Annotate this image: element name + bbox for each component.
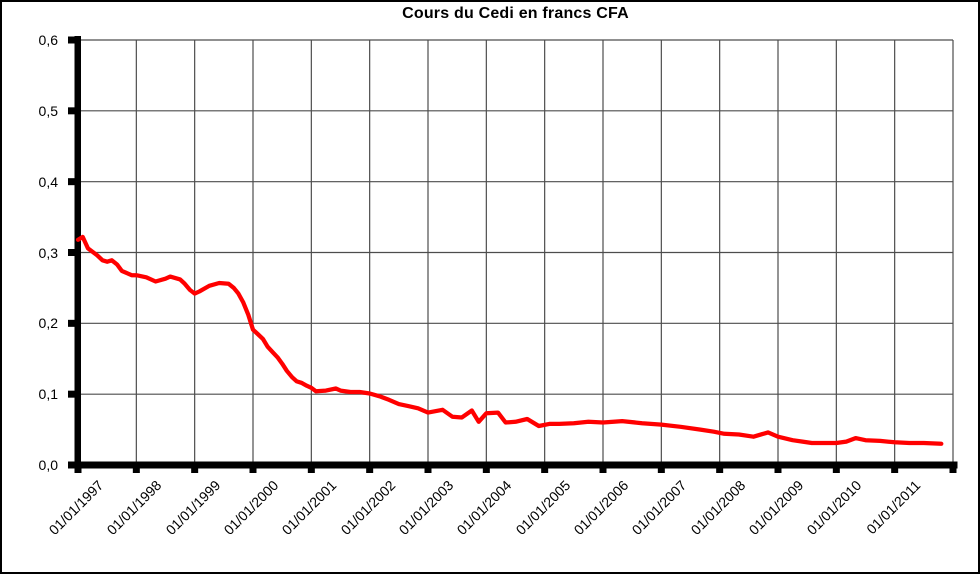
x-tick (774, 464, 782, 473)
y-tick (68, 390, 78, 398)
x-tick (832, 464, 840, 473)
x-tick (891, 464, 899, 473)
axis-ticks (68, 36, 957, 473)
y-tick-label: 0,4 (38, 173, 58, 190)
y-tick (68, 178, 78, 186)
x-tick (716, 464, 724, 473)
y-tick-label: 0,5 (38, 102, 58, 119)
y-tick-label: 0,6 (38, 32, 58, 48)
y-tick-label: 0,1 (38, 386, 58, 403)
x-tick (191, 464, 199, 473)
y-tick (68, 319, 78, 327)
gridlines (78, 39, 954, 465)
x-tick (74, 464, 82, 473)
x-axis-line (74, 461, 958, 469)
y-tick (68, 36, 78, 44)
y-tick-label: 0,0 (38, 457, 58, 473)
x-tick (949, 464, 957, 473)
x-tick (482, 464, 490, 473)
y-tick-label: 0,2 (38, 315, 58, 332)
y-tick (68, 249, 78, 256)
y-tick (68, 461, 78, 469)
x-tick (424, 464, 432, 473)
x-tick (249, 464, 257, 473)
x-tick (541, 464, 549, 473)
series-line-cedi (75, 234, 944, 446)
x-tick (366, 464, 374, 473)
y-tick (68, 107, 78, 115)
x-tick (599, 464, 607, 473)
chart-title: Cours du Cedi en francs CFA (402, 5, 629, 22)
x-tick (657, 464, 665, 473)
x-tick (307, 464, 315, 473)
x-tick (132, 464, 140, 473)
y-tick-label: 0,3 (38, 244, 58, 261)
